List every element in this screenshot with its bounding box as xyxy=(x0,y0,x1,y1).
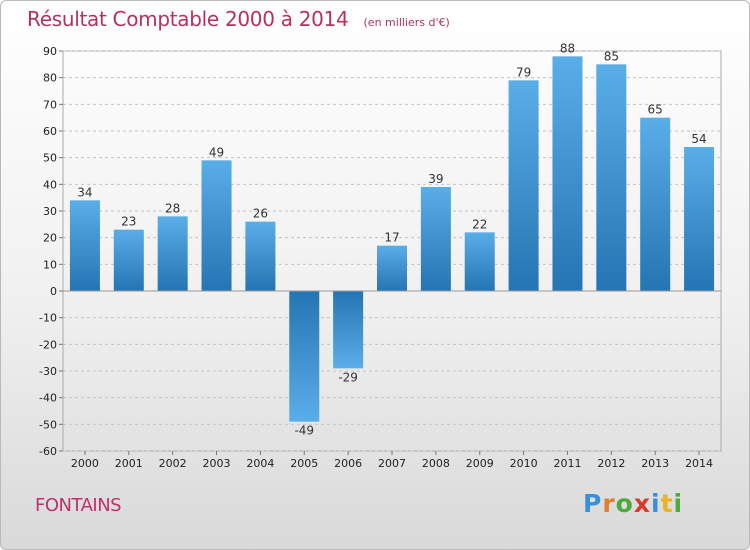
y-tick-label: -40 xyxy=(39,392,57,405)
data-label: 85 xyxy=(604,49,619,63)
y-tick-label: 40 xyxy=(43,178,57,191)
logo-letter: o xyxy=(615,489,634,518)
y-tick-label: -60 xyxy=(39,445,57,458)
x-tick-label: 2010 xyxy=(510,457,538,470)
bar-2000 xyxy=(69,200,100,291)
y-tick-label: 0 xyxy=(50,285,57,298)
x-tick-label: 2004 xyxy=(246,457,274,470)
bar-2011 xyxy=(552,56,583,292)
data-label: -29 xyxy=(338,370,358,384)
chart-subtitle: (en milliers d'€) xyxy=(363,16,450,29)
x-tick-label: 2002 xyxy=(159,457,187,470)
data-label: 22 xyxy=(472,217,487,231)
x-tick-label: 2009 xyxy=(466,457,494,470)
x-tick-label: 2014 xyxy=(685,457,713,470)
bar-2014 xyxy=(684,147,715,291)
y-tick-label: 80 xyxy=(43,72,57,85)
bar-2007 xyxy=(377,245,407,291)
data-label: 88 xyxy=(560,41,575,55)
x-tick-label: 2006 xyxy=(334,457,362,470)
bar-2001 xyxy=(113,229,144,291)
data-label: 23 xyxy=(121,215,136,229)
y-tick-label: -50 xyxy=(39,418,57,431)
bar-2003 xyxy=(201,160,232,291)
data-label: 39 xyxy=(428,172,443,186)
x-tick-label: 2011 xyxy=(553,457,581,470)
data-label: 17 xyxy=(384,231,399,245)
x-tick-label: 2005 xyxy=(290,457,318,470)
y-tick-label: 90 xyxy=(43,45,57,58)
x-tick-label: 2007 xyxy=(378,457,406,470)
bar-2012 xyxy=(596,64,627,291)
data-label: 79 xyxy=(516,65,531,79)
data-label: 34 xyxy=(77,185,92,199)
y-tick-label: 70 xyxy=(43,98,57,111)
x-tick-label: 2012 xyxy=(597,457,625,470)
y-tick-label: 30 xyxy=(43,205,57,218)
data-label: 49 xyxy=(209,145,224,159)
bar-2009 xyxy=(464,232,495,291)
bar-2008 xyxy=(420,187,451,291)
logo-letter: i xyxy=(651,489,661,518)
x-tick-label: 2013 xyxy=(641,457,669,470)
y-tick-label: 10 xyxy=(43,258,57,271)
data-label: -49 xyxy=(294,424,314,438)
logo-letter: x xyxy=(633,489,651,518)
y-tick-label: 20 xyxy=(43,232,57,245)
y-tick-label: 60 xyxy=(43,125,57,138)
logo-letter: i xyxy=(673,489,684,518)
logo-letter: r xyxy=(602,489,616,518)
bar-2013 xyxy=(640,117,671,292)
data-label: 28 xyxy=(165,201,180,215)
x-tick-label: 2001 xyxy=(115,457,143,470)
bar-2004 xyxy=(245,221,276,291)
bar-2005 xyxy=(289,291,320,422)
data-label: 26 xyxy=(253,207,268,221)
y-tick-label: -20 xyxy=(39,338,57,351)
bar-2010 xyxy=(508,80,539,291)
bar-2006 xyxy=(333,291,364,369)
y-tick-label: -30 xyxy=(39,365,57,378)
data-label: 65 xyxy=(648,103,663,117)
x-tick-label: 2000 xyxy=(71,457,99,470)
logo-letter: t xyxy=(660,489,674,518)
bar-2002 xyxy=(157,216,188,291)
proxiti-logo: Proxiti xyxy=(583,489,683,518)
y-tick-label: -10 xyxy=(39,312,57,325)
x-tick-label: 2008 xyxy=(422,457,450,470)
chart-title: Résultat Comptable 2000 à 2014 xyxy=(27,7,349,31)
place-name: FONTAINS xyxy=(35,495,122,516)
y-tick-label: 50 xyxy=(43,152,57,165)
data-label: 54 xyxy=(691,132,706,146)
logo-letter: P xyxy=(583,489,603,518)
x-tick-label: 2003 xyxy=(203,457,231,470)
chart-header: Résultat Comptable 2000 à 2014 (en milli… xyxy=(27,7,450,31)
